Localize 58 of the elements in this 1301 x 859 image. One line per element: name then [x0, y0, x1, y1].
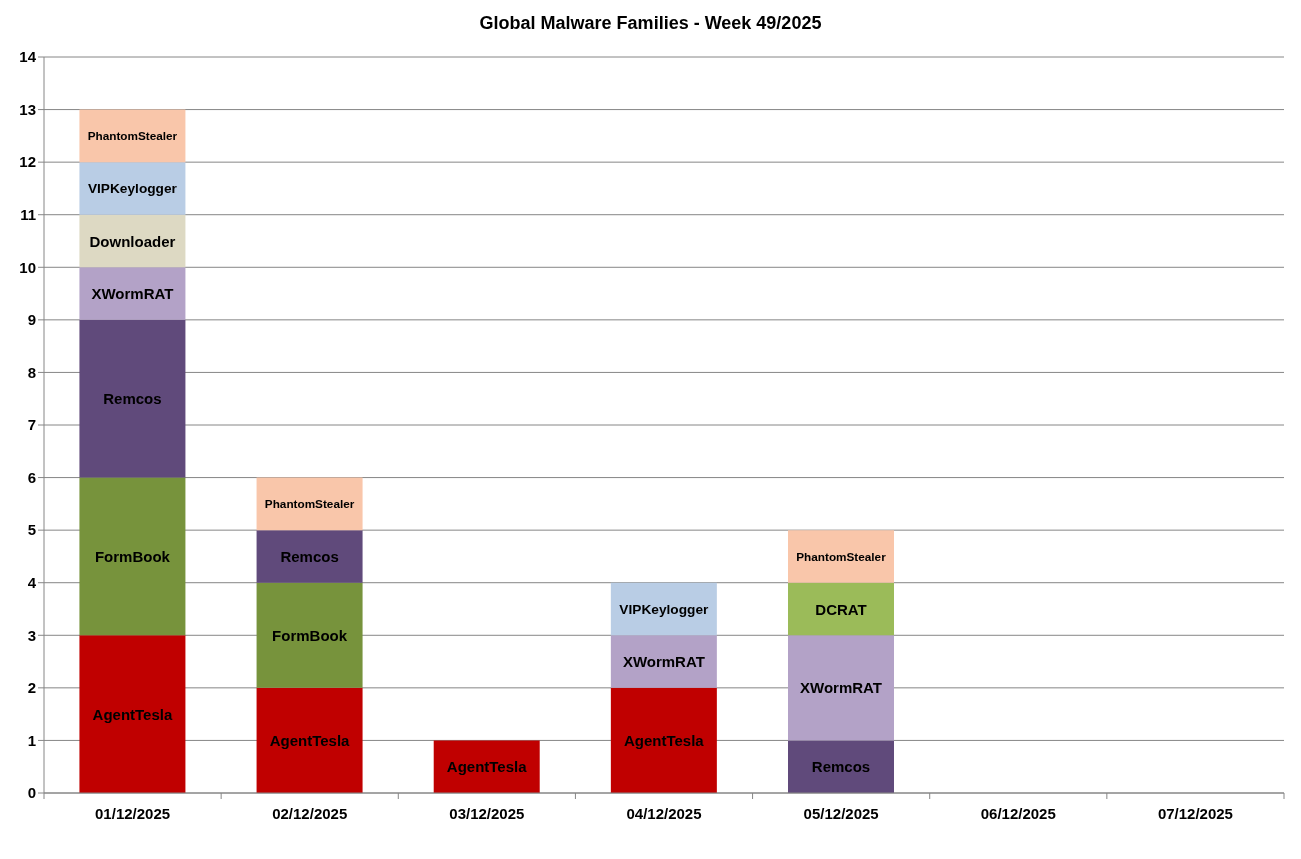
- x-tick-label: 03/12/2025: [449, 805, 525, 822]
- bar: [79, 162, 186, 215]
- bar: [788, 635, 894, 741]
- text: PhantomStealer: [796, 549, 886, 563]
- text: Remcos: [103, 390, 162, 408]
- y-tick-label: 6: [27, 468, 36, 486]
- text: FormBook: [272, 626, 348, 644]
- series-label: FormBook: [94, 547, 171, 565]
- bar: [788, 740, 894, 793]
- y-tick-label: 13: [19, 100, 36, 118]
- x-tick-label: 04/12/2025: [626, 805, 702, 822]
- series-label: DCRAT: [815, 600, 867, 618]
- x-tick-label: 01/12/2025: [95, 805, 171, 822]
- bar: [79, 109, 186, 163]
- text: AgentTesla: [446, 758, 527, 776]
- text: PhantomStealer: [264, 497, 355, 511]
- bar: [256, 477, 363, 531]
- series-label: Remcos: [280, 547, 339, 565]
- series-label: PhantomStealer: [87, 129, 178, 143]
- y-tick-label: 1: [27, 731, 36, 749]
- x-tick-label: 06/12/2025: [980, 805, 1056, 822]
- y-tick-label: 3: [27, 626, 36, 644]
- bar: [79, 635, 186, 793]
- bar: [256, 687, 363, 793]
- x-tick-label: 02/12/2025: [272, 805, 348, 822]
- y-tick-label: 12: [19, 153, 36, 171]
- x-tick-label: 05/12/2025: [803, 805, 879, 822]
- y-tick-label: 14: [19, 48, 37, 66]
- series-label: AgentTesla: [92, 705, 173, 723]
- text: XWormRAT: [91, 285, 174, 303]
- series-label: Downloader: [89, 232, 176, 250]
- bar: [788, 530, 894, 583]
- y-tick-label: 0: [27, 784, 36, 802]
- x-tick-label: 07/12/2025: [1157, 805, 1233, 822]
- text: XWormRAT: [800, 679, 882, 697]
- text: VIPKeylogger: [619, 601, 709, 617]
- y-tick-label: 9: [27, 311, 36, 329]
- bar: [79, 267, 186, 320]
- text: AgentTesla: [623, 731, 704, 749]
- bar: [788, 582, 894, 636]
- bar: [610, 635, 717, 688]
- series-label: VIPKeylogger: [87, 180, 178, 196]
- y-tick-label: 8: [27, 363, 36, 381]
- text: Remcos: [811, 758, 871, 776]
- chart-title: Global Malware Families - Week 49/2025: [478, 13, 823, 34]
- series-label: XWormRAT: [622, 653, 705, 671]
- y-tick-label: 11: [20, 206, 36, 224]
- y-tick-label: 5: [27, 521, 36, 539]
- bar: [79, 319, 186, 478]
- bar: [256, 582, 363, 688]
- y-tick-label: 7: [27, 416, 36, 434]
- bar: [610, 687, 717, 793]
- y-tick-label: 2: [27, 679, 36, 697]
- y-tick-label: 4: [27, 574, 37, 592]
- text: AgentTesla: [269, 731, 350, 749]
- bar: [79, 477, 186, 636]
- bar: [256, 530, 363, 583]
- y-tick-label: 10: [19, 258, 36, 276]
